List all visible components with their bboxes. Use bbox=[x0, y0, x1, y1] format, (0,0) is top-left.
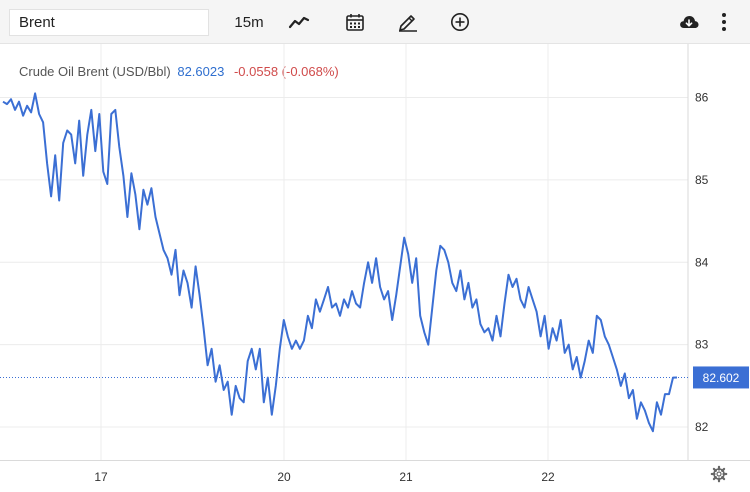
price-chart[interactable]: 82 83 84 85 86 17 20 21 22 82.602 bbox=[0, 44, 750, 492]
add-circle-icon bbox=[451, 13, 469, 31]
calendar-icon bbox=[346, 14, 364, 31]
x-tick-label: 20 bbox=[277, 470, 291, 484]
chart-toolbar: 15m bbox=[0, 0, 750, 44]
draw-pencil-icon bbox=[399, 15, 417, 32]
y-tick-label: 84 bbox=[695, 255, 709, 269]
line-style-icon bbox=[288, 16, 310, 29]
cloud-download-icon bbox=[680, 16, 699, 28]
price-tag-label: 82.602 bbox=[703, 371, 740, 385]
price-tag bbox=[693, 366, 749, 389]
interval-button[interactable]: 15m bbox=[232, 8, 266, 36]
more-vert-icon bbox=[722, 13, 726, 31]
y-tick-label: 82 bbox=[695, 420, 709, 434]
symbol-search-input[interactable] bbox=[9, 9, 209, 36]
x-tick-label: 21 bbox=[399, 470, 413, 484]
legend-change: -0.0558 (-0.068%) bbox=[233, 64, 339, 79]
x-tick-label: 17 bbox=[94, 470, 108, 484]
chart-legend: Crude Oil Brent (USD/Bbl) 82.6023 -0.055… bbox=[19, 64, 339, 79]
legend-price: 82.6023 bbox=[177, 64, 225, 79]
date-range-button[interactable] bbox=[340, 8, 370, 36]
y-tick-label: 85 bbox=[695, 173, 709, 187]
y-tick-label: 86 bbox=[695, 91, 709, 105]
y-tick-label: 83 bbox=[695, 338, 709, 352]
interval-label: 15m bbox=[234, 13, 264, 31]
chart-type-button[interactable] bbox=[284, 8, 314, 36]
settings-gear-icon[interactable] bbox=[710, 465, 728, 483]
download-button[interactable] bbox=[676, 8, 702, 36]
x-tick-label: 22 bbox=[541, 470, 555, 484]
add-indicator-button[interactable] bbox=[445, 8, 475, 36]
more-options-button[interactable] bbox=[714, 8, 734, 36]
draw-tools-button[interactable] bbox=[393, 8, 423, 36]
legend-name: Crude Oil Brent (USD/Bbl) bbox=[19, 64, 171, 79]
price-series-line bbox=[2, 92, 678, 433]
